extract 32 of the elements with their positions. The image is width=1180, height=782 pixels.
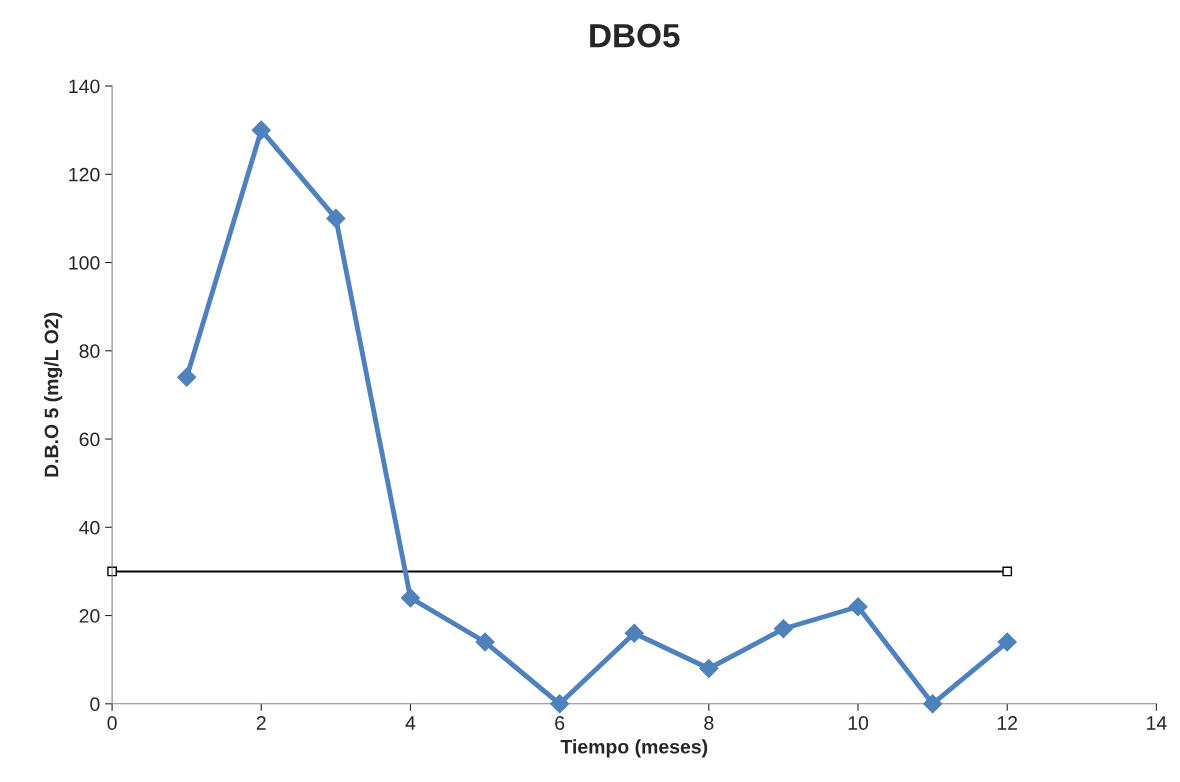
point <box>251 120 271 140</box>
x-tick-label: 12 <box>997 716 1018 730</box>
point <box>773 619 793 639</box>
point <box>400 588 421 608</box>
y-tick-label: 120 <box>69 167 100 182</box>
y-tick-label: 20 <box>79 609 100 623</box>
point <box>848 597 868 617</box>
point <box>475 632 495 652</box>
x-axis-title: Tiempo (meses) <box>560 739 708 758</box>
point <box>699 658 719 679</box>
x-tick-label: 2 <box>256 716 266 730</box>
y-tick-label: 0 <box>90 697 100 712</box>
y-tick-label: 60 <box>79 432 100 447</box>
point <box>624 623 644 643</box>
point <box>1002 566 1013 577</box>
y-tick-label: 140 <box>69 79 100 94</box>
point <box>326 208 346 228</box>
x-tick-label: 14 <box>1147 716 1167 730</box>
chart-title: DBO5 <box>590 23 680 48</box>
point <box>997 632 1017 652</box>
point <box>177 367 197 387</box>
point <box>550 694 570 714</box>
y-axis-title: D.B.O 5 (mg/L O2) <box>44 312 63 477</box>
y-tick-label: 80 <box>79 344 100 359</box>
y-tick-label: 100 <box>69 256 100 270</box>
x-tick-label: 4 <box>405 716 416 730</box>
x-tick-label: 6 <box>555 716 565 730</box>
x-tick-label: 8 <box>704 716 714 730</box>
y-tick-label: 40 <box>79 520 100 535</box>
x-tick-label: 10 <box>848 716 869 730</box>
x-tick-label: 0 <box>107 716 117 730</box>
point <box>923 694 943 714</box>
